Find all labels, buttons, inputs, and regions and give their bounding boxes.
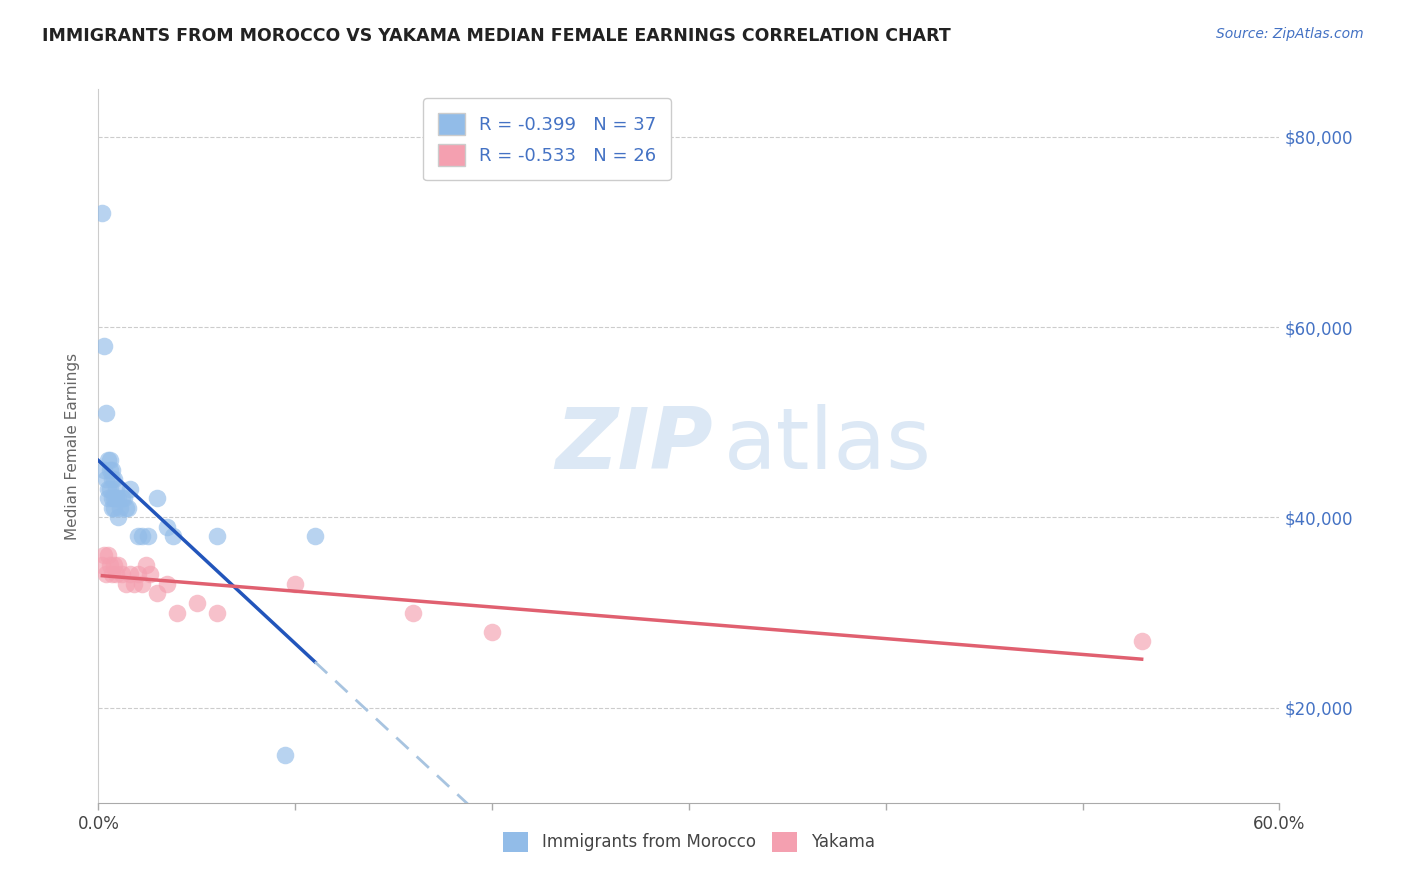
Point — [205, 529, 228, 543]
Point — [146, 491, 169, 506]
Point — [115, 577, 138, 591]
Point — [127, 567, 149, 582]
Point — [103, 472, 125, 486]
Point — [146, 586, 169, 600]
Point — [96, 406, 118, 420]
Point — [91, 558, 114, 572]
Text: IMMIGRANTS FROM MOROCCO VS YAKAMA MEDIAN FEMALE EARNINGS CORRELATION CHART: IMMIGRANTS FROM MOROCCO VS YAKAMA MEDIAN… — [42, 27, 950, 45]
Point — [111, 567, 134, 582]
Text: Source: ZipAtlas.com: Source: ZipAtlas.com — [1216, 27, 1364, 41]
Point — [112, 491, 135, 506]
Point — [127, 529, 149, 543]
Point — [118, 482, 141, 496]
Point — [103, 491, 125, 506]
Point — [118, 567, 141, 582]
Point — [97, 482, 120, 496]
Point — [274, 748, 297, 763]
Point — [101, 567, 124, 582]
Point — [186, 596, 208, 610]
Point — [284, 577, 307, 591]
Point — [103, 558, 125, 572]
Point — [103, 500, 125, 515]
Point — [136, 529, 159, 543]
Point — [93, 339, 115, 353]
Point — [97, 453, 120, 467]
Text: ZIP: ZIP — [555, 404, 713, 488]
Point — [135, 558, 157, 572]
Point — [105, 567, 128, 582]
Point — [98, 453, 121, 467]
Text: atlas: atlas — [724, 404, 932, 488]
Point — [93, 463, 115, 477]
Point — [105, 482, 128, 496]
Point — [107, 510, 129, 524]
Point — [304, 529, 326, 543]
Point — [98, 463, 121, 477]
Point — [115, 500, 138, 515]
Point — [107, 558, 129, 572]
Point — [131, 577, 153, 591]
Point — [101, 500, 124, 515]
Point — [402, 606, 425, 620]
Point — [205, 606, 228, 620]
Point — [156, 520, 179, 534]
Point — [101, 491, 124, 506]
Point — [122, 577, 145, 591]
Point — [96, 567, 118, 582]
Point — [117, 500, 139, 515]
Legend: Immigrants from Morocco, Yakama: Immigrants from Morocco, Yakama — [496, 825, 882, 859]
Point — [91, 206, 114, 220]
Point — [97, 491, 120, 506]
Y-axis label: Median Female Earnings: Median Female Earnings — [65, 352, 80, 540]
Point — [107, 491, 129, 506]
Point — [166, 606, 188, 620]
Point — [101, 472, 124, 486]
Point — [93, 549, 115, 563]
Point — [97, 549, 120, 563]
Point — [98, 482, 121, 496]
Point — [108, 500, 131, 515]
Point — [105, 491, 128, 506]
Point — [162, 529, 184, 543]
Point — [131, 529, 153, 543]
Point — [111, 491, 134, 506]
Point — [1130, 634, 1153, 648]
Point — [96, 472, 118, 486]
Point — [98, 558, 121, 572]
Point — [101, 463, 124, 477]
Point — [481, 624, 503, 639]
Point — [138, 567, 160, 582]
Point — [156, 577, 179, 591]
